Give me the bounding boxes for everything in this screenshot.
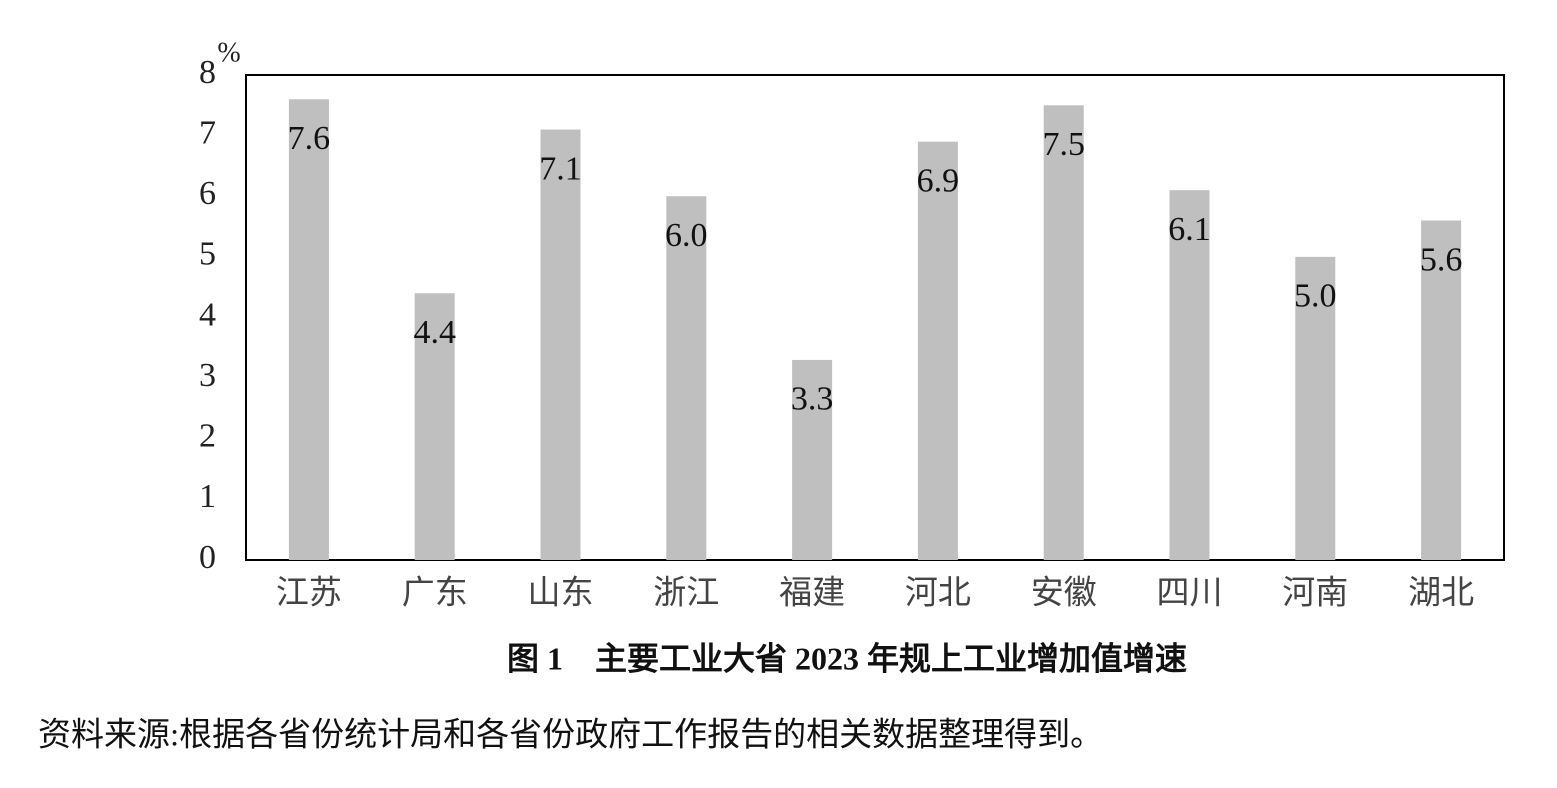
data-label: 7.1 xyxy=(539,150,582,187)
bar xyxy=(288,99,329,560)
chart-title: 图 1 主要工业大省 2023 年规上工业增加值增速 xyxy=(507,640,1187,676)
y-tick-label: 4 xyxy=(199,296,216,333)
bar xyxy=(540,129,581,560)
data-label: 3.3 xyxy=(791,381,834,418)
bar xyxy=(1169,190,1210,560)
x-tick-label: 河南 xyxy=(1282,573,1348,612)
bar xyxy=(917,141,958,560)
x-tick-label: 浙江 xyxy=(653,573,719,612)
bar xyxy=(1043,105,1084,560)
y-tick-label: 6 xyxy=(199,175,216,212)
y-tick-label: 7 xyxy=(199,114,216,151)
data-label: 5.6 xyxy=(1420,241,1463,278)
data-label: 4.4 xyxy=(413,314,456,351)
data-label: 6.9 xyxy=(917,162,960,199)
bar xyxy=(1295,256,1336,560)
y-axis-unit: % xyxy=(217,37,240,68)
data-label: 6.1 xyxy=(1168,211,1211,248)
x-tick-label: 四川 xyxy=(1157,573,1223,612)
source-note: 资料来源:根据各省份统计局和各省份政府工作报告的相关数据整理得到。 xyxy=(38,717,1103,754)
data-label: 5.0 xyxy=(1294,278,1337,315)
data-label: 7.6 xyxy=(288,120,331,157)
data-label: 6.0 xyxy=(665,217,708,254)
x-tick-label: 福建 xyxy=(779,573,845,612)
x-tick-label: 安徽 xyxy=(1031,573,1097,612)
y-tick-label: 3 xyxy=(199,357,216,394)
bar xyxy=(1421,220,1462,560)
y-tick-label: 2 xyxy=(199,418,216,455)
x-tick-label: 湖北 xyxy=(1408,573,1474,612)
x-tick-label: 山东 xyxy=(528,573,594,612)
x-tick-label: 河北 xyxy=(905,573,971,612)
bar xyxy=(792,359,833,560)
y-tick-label: 8 xyxy=(199,54,216,91)
data-label: 7.5 xyxy=(1042,126,1085,163)
y-tick-label: 5 xyxy=(199,236,216,273)
x-tick-label: 广东 xyxy=(402,573,468,612)
y-tick-label: 1 xyxy=(199,478,216,515)
bar xyxy=(414,293,455,560)
bar xyxy=(666,196,707,560)
x-tick-label: 江苏 xyxy=(276,573,342,612)
y-tick-label: 0 xyxy=(199,539,216,576)
